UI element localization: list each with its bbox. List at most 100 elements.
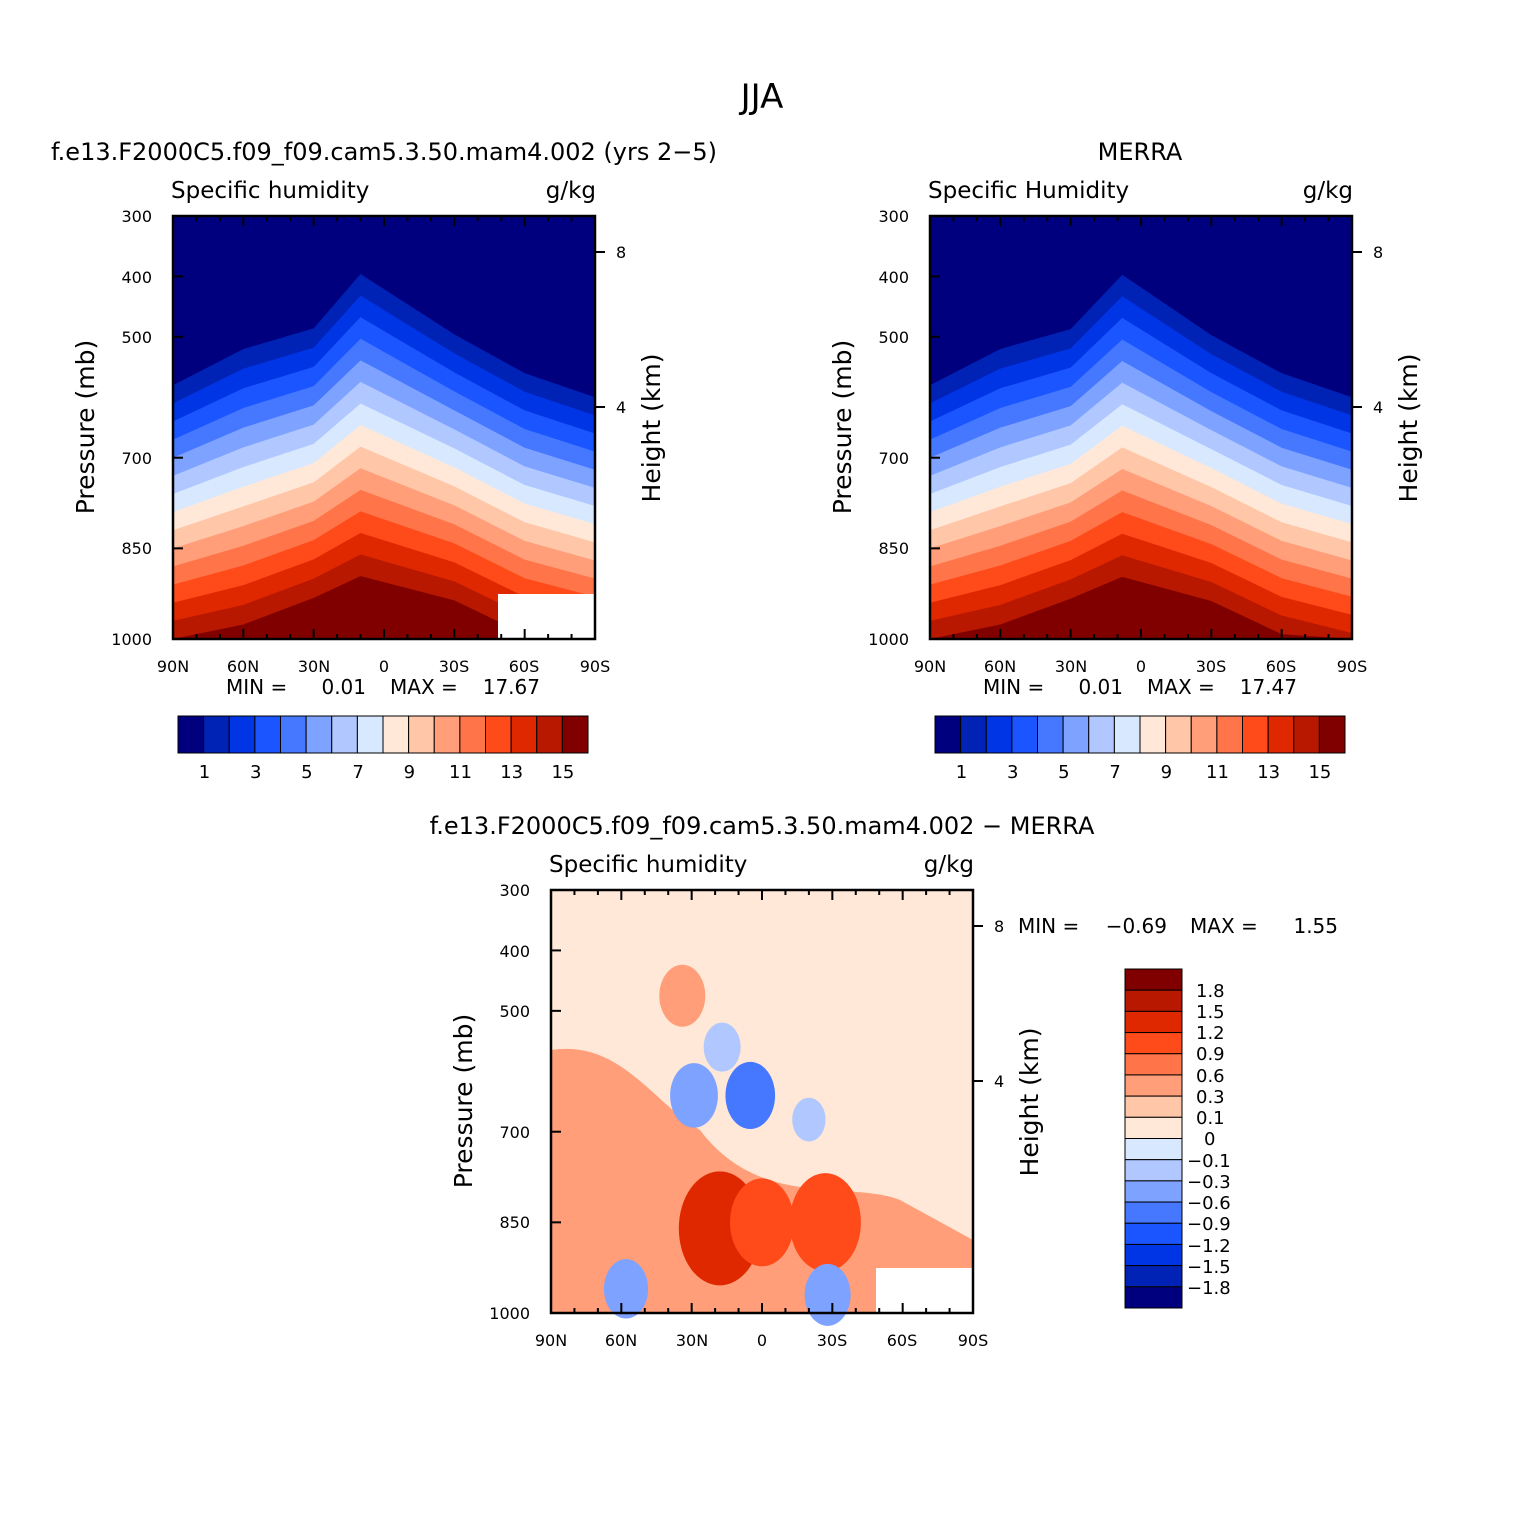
colorbar-label: 13 <box>1257 762 1280 783</box>
min-value: 0.01 <box>1078 675 1123 699</box>
panel-model-y-label: Pressure (mb) <box>71 340 100 514</box>
panel-model-right-string: g/kg <box>546 178 596 204</box>
colorbar-cell <box>1293 715 1320 754</box>
panel-model-stats: MIN = 0.01 MAX = 17.67 <box>226 675 540 699</box>
colorbar-cell <box>1267 715 1295 754</box>
max-label: MAX = <box>1147 675 1215 699</box>
panel-model-missing-region <box>498 594 594 638</box>
panel-diff-plot <box>549 888 983 1326</box>
panel-diff-colorbar-labels: 1.8 1.5 1.2 0.9 0.6 0.3 0.1 0 −0.1 −0.3 … <box>1187 981 1231 1299</box>
x-tick-label: 60S <box>1266 657 1297 676</box>
colorbar-label: 15 <box>551 762 574 783</box>
colorbar-cell <box>1190 715 1218 754</box>
panel-obs-right-string: g/kg <box>1303 178 1353 204</box>
colorbar-label: 0.1 <box>1196 1108 1225 1129</box>
x-tick-label: 90S <box>1337 657 1368 676</box>
x-tick-label: 90N <box>157 657 189 676</box>
y2-tick-label: 4 <box>994 1072 1004 1091</box>
colorbar-cell <box>356 715 384 754</box>
x-tick-label: 0 <box>1136 657 1146 676</box>
colorbar-label: −0.9 <box>1187 1214 1231 1235</box>
panel-diff-y-tick-labels: 300 400 500 700 850 1000 <box>489 881 530 1323</box>
colorbar-cell <box>1037 715 1064 754</box>
panel-model-y2-tick-labels: 8 4 <box>616 243 626 417</box>
x-tick-label: 0 <box>757 1331 767 1350</box>
min-label: MIN = <box>983 675 1044 699</box>
colorbar-cell <box>960 715 987 754</box>
y-tick-label: 500 <box>121 328 152 347</box>
y2-tick-label: 4 <box>1373 398 1383 417</box>
diff-anomaly <box>730 1178 794 1267</box>
panel-model-x-tick-labels: 90N 60N 30N 0 30S 60S 90S <box>157 657 610 676</box>
y-tick-label: 1000 <box>489 1304 530 1323</box>
panel-model-y-tick-labels: 300 400 500 700 850 1000 <box>111 207 152 649</box>
colorbar-label: 13 <box>500 762 523 783</box>
colorbar-cell <box>1216 715 1243 754</box>
colorbar-cell <box>1124 1243 1183 1267</box>
colorbar-label: 1.8 <box>1196 981 1225 1002</box>
colorbar-label: 0.6 <box>1196 1066 1225 1087</box>
colorbar-cell <box>203 715 230 754</box>
colorbar-cell <box>433 715 461 754</box>
humidity-band-obs <box>930 576 1352 639</box>
colorbar-label: 7 <box>352 762 363 783</box>
colorbar-cell <box>1124 1201 1183 1224</box>
colorbar-label: −0.1 <box>1187 1151 1231 1172</box>
colorbar-cell <box>1139 715 1167 754</box>
y2-tick-label: 8 <box>1373 243 1383 262</box>
y-tick-label: 500 <box>878 328 909 347</box>
y-tick-label: 850 <box>121 539 152 558</box>
colorbar-cell <box>228 715 256 754</box>
panel-diff: f.e13.F2000C5.f09_f09.cam5.3.50.mam4.002… <box>430 812 1338 1350</box>
panel-model-plot <box>171 214 605 641</box>
panel-obs-title: MERRA <box>1098 138 1183 166</box>
diff-anomaly <box>804 1263 851 1326</box>
x-tick-label: 90N <box>914 657 946 676</box>
y2-tick-label: 8 <box>616 243 626 262</box>
panel-model-y2-label: Height (km) <box>637 354 666 503</box>
x-tick-label: 60N <box>605 1331 637 1350</box>
diff-anomaly <box>725 1061 776 1130</box>
colorbar-label: −1.5 <box>1187 1257 1231 1278</box>
colorbar-label: −1.8 <box>1187 1278 1231 1299</box>
diff-anomaly <box>792 1097 826 1142</box>
colorbar-cell <box>1124 968 1183 991</box>
colorbar-cell <box>510 715 538 754</box>
colorbar-cell <box>1124 1053 1183 1076</box>
colorbar-label: 5 <box>301 762 312 783</box>
diff-anomaly <box>670 1063 718 1128</box>
panel-obs-y-label: Pressure (mb) <box>828 340 857 514</box>
panel-model: f.e13.F2000C5.f09_f09.cam5.3.50.mam4.002… <box>51 138 717 783</box>
x-tick-label: 60N <box>227 657 259 676</box>
y-tick-label: 850 <box>878 539 909 558</box>
y-tick-label: 400 <box>121 268 152 287</box>
colorbar-label: 1 <box>956 762 967 783</box>
y-tick-label: 850 <box>499 1213 530 1232</box>
figure-title: JJA <box>739 77 784 117</box>
panel-obs-plot <box>928 214 1362 641</box>
colorbar-cell <box>459 715 486 754</box>
colorbar-cell <box>1124 1222 1183 1245</box>
panel-obs-y2-tick-labels: 8 4 <box>1373 243 1383 417</box>
panel-diff-title: f.e13.F2000C5.f09_f09.cam5.3.50.mam4.002… <box>430 812 1095 840</box>
y-tick-label: 300 <box>878 207 909 226</box>
x-tick-label: 30N <box>676 1331 708 1350</box>
colorbar-cell <box>1124 1095 1183 1118</box>
x-tick-label: 60S <box>887 1331 918 1350</box>
colorbar-label: 1 <box>199 762 210 783</box>
panel-diff-left-string: Specific humidity <box>549 852 747 878</box>
colorbar-label: 5 <box>1058 762 1069 783</box>
panel-obs: MERRA Specific Humidity g/kg 90N 60N 30N… <box>828 138 1423 783</box>
colorbar-cell <box>1318 715 1346 754</box>
colorbar-cell <box>280 715 307 754</box>
diff-anomaly <box>603 1259 649 1319</box>
colorbar-cell <box>1113 715 1141 754</box>
colorbar-cell <box>1124 989 1183 1012</box>
diff-anomaly <box>703 1022 741 1072</box>
y2-tick-label: 4 <box>616 398 626 417</box>
x-tick-label: 30N <box>298 657 330 676</box>
colorbar-cell <box>1124 1265 1183 1288</box>
colorbar-label: 0.3 <box>1196 1087 1225 1108</box>
colorbar-cell <box>1062 715 1090 754</box>
colorbar-cell <box>1242 715 1269 754</box>
